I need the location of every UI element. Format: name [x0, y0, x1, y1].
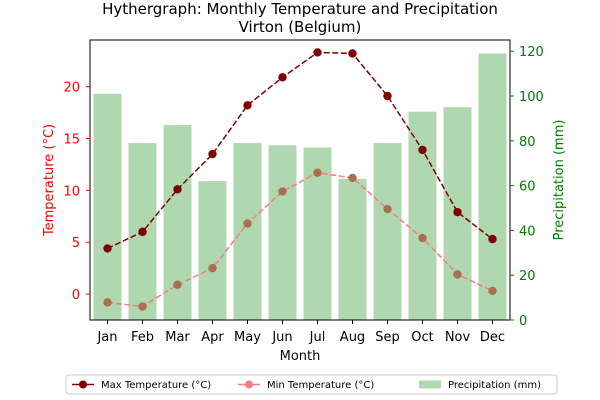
y-right-tick-label-80: 80 [519, 135, 536, 150]
precipitation-bar-may [233, 143, 262, 320]
legend-max-temperature-label: Max Temperature (°C) [101, 380, 211, 391]
x-tick-label-nov: Nov [445, 330, 471, 345]
legend-min-temperature-label: Min Temperature (°C) [267, 380, 374, 391]
min-temperature-point-feb [138, 302, 147, 311]
min-temperature-point-oct [418, 233, 427, 243]
min-temperature-point-nov [453, 270, 462, 279]
y-right-tick-label-100: 100 [519, 90, 544, 105]
max-temperature-point-jan [103, 244, 112, 253]
max-temperature-point-feb [138, 227, 147, 237]
min-temperature-point-jul [313, 168, 322, 177]
temperature-lines [103, 48, 497, 311]
y-axis-right-label: Precipitation (mm) [552, 120, 567, 241]
min-temperature-point-sep [383, 204, 392, 214]
legend-max-temperature-marker [79, 380, 87, 389]
x-tick-label-jul: Jul [309, 330, 326, 345]
x-tick-label-may: May [234, 330, 261, 345]
legend-box [65, 374, 558, 395]
max-temperature-point-apr [208, 149, 217, 159]
max-temperature-point-aug [348, 49, 357, 58]
x-tick-label-apr: Apr [201, 330, 224, 345]
axes: Jan Feb Mar Apr May Jun Jul Aug Sep Oct Nov Dec 0 5 10… [63, 39, 544, 345]
y-left-tick-label-20: 20 [63, 81, 80, 96]
x-tick-label-jan: Jan [96, 330, 117, 345]
y-left-tick-label-5: 5 [72, 236, 80, 251]
min-temperature-point-apr [208, 263, 217, 273]
x-tick-label-sep: Sep [375, 330, 400, 345]
chart-title-line-2: Virton (Belgium) [239, 18, 362, 36]
precipitation-bar-jun [268, 145, 297, 320]
x-tick-label-jun: Jun [271, 330, 292, 345]
x-tick-label-mar: Mar [165, 330, 190, 345]
x-tick-label-feb: Feb [131, 330, 154, 345]
y-left-tick-label-0: 0 [72, 288, 80, 303]
max-temperature-point-jul [313, 48, 322, 57]
legend-precipitation-label: Precipitation (mm) [448, 380, 541, 391]
precipitation-bar-oct [408, 111, 437, 321]
precipitation-bar-sep [373, 143, 402, 320]
y-right-tick-label-20: 20 [519, 269, 536, 284]
y-right-tick-label-40: 40 [519, 224, 536, 239]
precipitation-bar-apr [198, 181, 227, 320]
min-temperature-point-jan [103, 298, 112, 307]
y-axis-left-label: Temperature (°C) [42, 124, 57, 237]
max-temperature-point-nov [453, 207, 462, 217]
x-tick-label-oct: Oct [411, 330, 433, 345]
min-temperature-point-may [243, 219, 252, 228]
max-temperature-point-jun [278, 73, 287, 82]
legend-min-temperature-marker [245, 380, 253, 389]
y-left-tick-label-15: 15 [63, 133, 80, 148]
x-axis-label: Month [280, 349, 321, 364]
max-temperature-point-may [243, 101, 252, 110]
y-right-tick-label-120: 120 [519, 45, 544, 60]
min-temperature-point-aug [348, 173, 357, 183]
y-left-tick-label-10: 10 [63, 184, 80, 199]
min-temperature-point-dec [488, 286, 497, 296]
min-temperature-line [107, 171, 493, 308]
min-temperature-point-jun [278, 187, 287, 196]
max-temperature-point-mar [173, 185, 182, 194]
max-temperature-point-oct [418, 145, 427, 155]
max-temperature-point-dec [488, 234, 497, 244]
precipitation-bar-aug [338, 178, 367, 320]
chart-title: Hythergraph: Monthly Temperature and Pre… [102, 0, 498, 36]
precipitation-bar-dec [478, 53, 507, 320]
legend-precipitation-swatch [419, 380, 441, 389]
y-right-tick-label-0: 0 [519, 314, 527, 329]
x-tick-label-aug: Aug [340, 330, 365, 345]
min-temperature-point-mar [173, 280, 182, 289]
plot-frame [89, 39, 511, 321]
precipitation-bars [93, 53, 507, 321]
precipitation-bar-jan [93, 93, 122, 320]
max-temperature-point-sep [383, 91, 392, 101]
x-tick-label-dec: Dec [480, 330, 505, 345]
legend: Max Temperature (°C) Min Temperature (°C)… [65, 374, 558, 395]
chart-title-line-1: Hythergraph: Monthly Temperature and Pre… [102, 0, 498, 18]
y-right-tick-label-60: 60 [519, 180, 536, 195]
